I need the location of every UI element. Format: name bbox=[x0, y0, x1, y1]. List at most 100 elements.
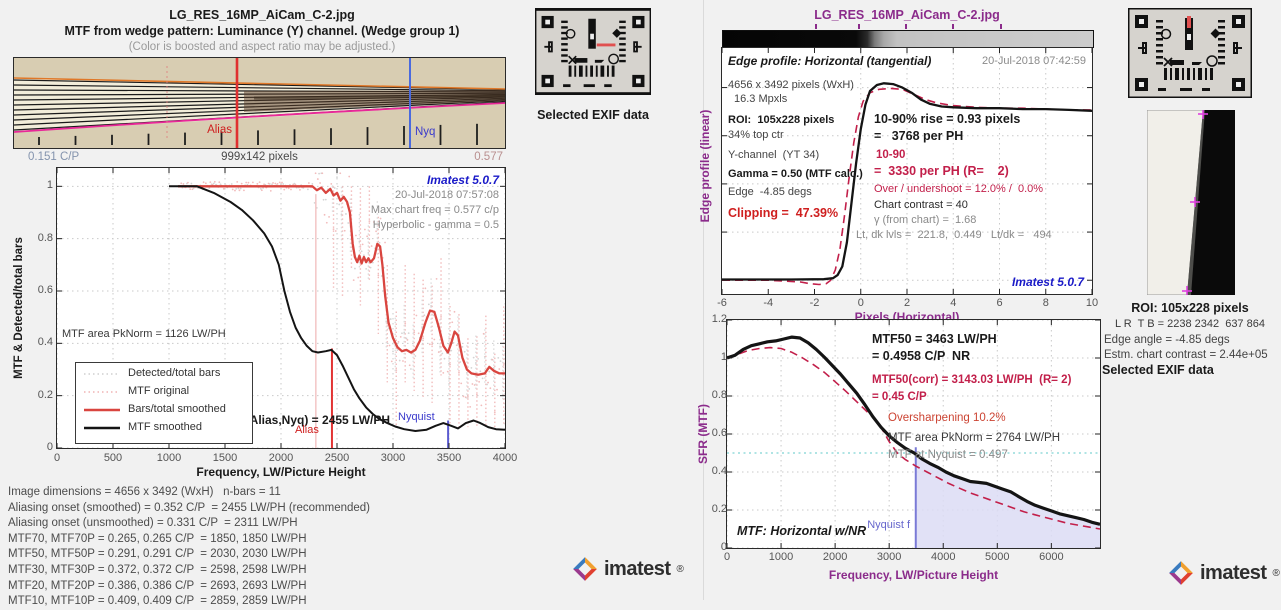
stat-line: MTF70, MTF70P = 0.265, 0.265 C/P = 1850,… bbox=[8, 532, 307, 545]
figure-divider bbox=[703, 0, 704, 600]
x-tick-label: -4 bbox=[763, 297, 774, 309]
overshoot-stats: Over / undershoot = 12.0% / 0.0% bbox=[874, 183, 1044, 195]
imatest-version: Imatest 5.0.7 bbox=[426, 173, 499, 187]
gamma-setting: Gamma = 0.50 (MTF calc.) bbox=[728, 168, 863, 180]
roi-size-caption: ROI: 105x228 pixels bbox=[1131, 301, 1249, 315]
legend-line-dotted-pink bbox=[84, 391, 120, 393]
x-tick-label: 2000 bbox=[268, 452, 294, 464]
edge-profile-chart: Edge profile: Horizontal (tangential) 20… bbox=[698, 47, 1098, 324]
roi-position-tick bbox=[815, 24, 817, 29]
legend-label: MTF smoothed bbox=[128, 421, 202, 433]
mtf-stats-block: Image dimensions = 4656 x 3492 (WxH) n-b… bbox=[8, 485, 370, 610]
x-tick-label: 4000 bbox=[930, 551, 956, 563]
x-tick-label: 1000 bbox=[768, 551, 794, 563]
wedge-roi-size: 999x142 pixels bbox=[221, 151, 298, 163]
sfr-mtf-chart: MTF50 = 3463 LW/PH = 0.4958 C/P NR MTF50… bbox=[696, 313, 1101, 582]
roi-size: ROI: 105x228 pixels bbox=[728, 114, 835, 126]
stat-line: Aliasing onset (unsmoothed) = 0.331 C/P … bbox=[8, 517, 298, 530]
wedge-mtf-plot-area bbox=[57, 168, 505, 448]
megapixels: 16.3 Mpxls bbox=[734, 93, 788, 105]
roi-lrtb-coords: L R T B = 2238 2342 637 864 bbox=[1115, 318, 1265, 330]
left-title-description: MTF from wedge pattern: Luminance (Y) ch… bbox=[64, 24, 460, 38]
stat-line: Image dimensions = 4656 x 3492 (WxH) n-b… bbox=[8, 486, 281, 498]
edge-angle: Edge angle = -4.85 degs bbox=[1104, 334, 1230, 346]
legend-label: Detected/total bars bbox=[128, 367, 221, 379]
x-tick-label: 1000 bbox=[156, 452, 182, 464]
edge-analysis-date: 20-Jul-2018 07:42:59 bbox=[982, 55, 1086, 67]
left-title-note: (Color is boosted and aspect ratio may b… bbox=[128, 41, 396, 53]
y-tick-label: 0.2 bbox=[37, 388, 53, 401]
roi-position-tick bbox=[1000, 24, 1002, 29]
legend-item-detected-bars: Detected/total bars bbox=[76, 365, 252, 383]
x-tick-label: 6 bbox=[996, 297, 1003, 309]
imatest-logo-text: imatest bbox=[604, 557, 671, 580]
nyquist-frequency-label: Nyquist f bbox=[867, 519, 910, 531]
edge-gradient-bar bbox=[722, 30, 1094, 48]
y-tick-label: 1 bbox=[720, 351, 727, 363]
edge-degrees: Edge -4.85 degs bbox=[728, 186, 812, 198]
imatest-logo-icon bbox=[573, 557, 597, 581]
exif-caption-right: Selected EXIF data bbox=[1102, 363, 1214, 377]
sfr-chart-title: MTF: Horizontal w/NR bbox=[737, 524, 867, 538]
stat-line: MTF30, MTF30P = 0.372, 0.372 C/P = 2598,… bbox=[8, 563, 307, 576]
roi-position-tick bbox=[952, 24, 954, 29]
exif-test-chart-thumbnail bbox=[535, 7, 651, 95]
wedge-pattern-panel: Alias Nyq bbox=[13, 57, 506, 149]
wedge-min-freq: 0.151 C/P bbox=[28, 151, 80, 163]
left-chart-xlabel: Frequency, LW/Picture Height bbox=[196, 465, 366, 479]
x-tick-label: 0 bbox=[53, 452, 61, 464]
gamma-from-chart: γ (from chart) = 1.68 bbox=[874, 214, 977, 226]
wedge-nyq-label: Nyq bbox=[415, 126, 436, 138]
x-tick-label: 0 bbox=[723, 551, 731, 563]
roi-location: 34% top ctr bbox=[728, 129, 784, 141]
right-title-filename: LG_RES_16MP_AiCam_C-2.jpg bbox=[814, 8, 1000, 22]
sfr-pknorm: MTF area PkNorm = 2764 LW/PH bbox=[888, 432, 1061, 444]
rise-distance: 10-90% rise = 0.93 pixels bbox=[874, 112, 1021, 126]
edge-chart-ylabel: Edge profile (linear) bbox=[698, 109, 712, 223]
mtf50-corrected: MTF50(corr) = 3143.03 LW/PH (R= 2) bbox=[872, 374, 1072, 386]
rise-corrected-label: 10-90 bbox=[876, 149, 906, 161]
alias-line-label: Alias bbox=[295, 424, 319, 436]
max-chart-freq: Max chart freq = 0.577 c/p bbox=[370, 204, 499, 216]
x-tick-label: 3000 bbox=[380, 452, 406, 464]
wedge-max-freq: 0.577 bbox=[474, 151, 503, 163]
edge-profile-heading: Edge profile: Horizontal (tangential) bbox=[728, 54, 932, 68]
legend-line-solid-red bbox=[84, 408, 120, 412]
exif-caption: Selected EXIF data bbox=[537, 108, 649, 122]
stat-line: MTF20, MTF20P = 0.386, 0.386 C/P = 2693,… bbox=[8, 579, 307, 592]
y-tick-label: 1.2 bbox=[711, 313, 727, 325]
wedge-mtf-chart: Imatest 5.0.7 20-Jul-2018 07:57:08 Max c… bbox=[13, 167, 517, 479]
channel: Y-channel (YT 34) bbox=[728, 149, 820, 161]
x-tick-label: 3000 bbox=[876, 551, 902, 563]
y-tick-label: 0.8 bbox=[711, 389, 727, 401]
image-dimensions: 4656 x 3492 pixels (WxH) bbox=[728, 79, 854, 91]
roi-locator-test-chart-thumbnail bbox=[1128, 8, 1252, 98]
hyperbolic-gamma: Hyperbolic - gamma = 0.5 bbox=[372, 219, 499, 231]
nyquist-line-label: Nyquist bbox=[398, 411, 435, 423]
imatest-version: Imatest 5.0.7 bbox=[1011, 275, 1084, 289]
chart-legend: Detected/total bars MTF original Bars/to… bbox=[75, 362, 253, 444]
y-tick-label: 0.6 bbox=[37, 283, 53, 296]
stat-line: Aliasing onset (smoothed) = 0.352 C/P = … bbox=[8, 501, 371, 514]
imatest-logo: imatest ® bbox=[1168, 560, 1280, 586]
oversharpening: Oversharpening 10.2% bbox=[888, 412, 1006, 424]
x-tick-label: 2500 bbox=[324, 452, 350, 464]
x-tick-label: 3500 bbox=[436, 452, 462, 464]
legend-item-bars-smoothed: Bars/total smoothed bbox=[76, 401, 252, 419]
roi-position-tick bbox=[905, 24, 907, 29]
light-dark-levels: Lt, dk lvls = 221.8, 0.449 Lt/dk = 494 bbox=[856, 229, 1052, 241]
x-tick-label: 2 bbox=[903, 297, 911, 309]
x-tick-label: 6000 bbox=[1039, 551, 1064, 563]
roi-position-tick bbox=[858, 24, 860, 29]
sfr-plot-area bbox=[727, 320, 1100, 548]
wedge-alias-label: Alias bbox=[207, 124, 232, 136]
mtf-at-nyquist: MTF at Nyquist = 0.497 bbox=[888, 449, 1008, 461]
roi-edge-crop-thumbnail bbox=[1147, 110, 1235, 295]
legend-label: Bars/total smoothed bbox=[128, 403, 226, 415]
legend-line-dotted-gray bbox=[84, 373, 120, 375]
x-tick-label: 5000 bbox=[985, 551, 1010, 563]
stat-line: MTF10, MTF10P = 0.409, 0.409 C/P = 2859,… bbox=[8, 595, 307, 608]
rise-corrected-value: = 3330 per PH (R= 2) bbox=[874, 164, 1009, 178]
legend-line-solid-black bbox=[84, 426, 120, 430]
